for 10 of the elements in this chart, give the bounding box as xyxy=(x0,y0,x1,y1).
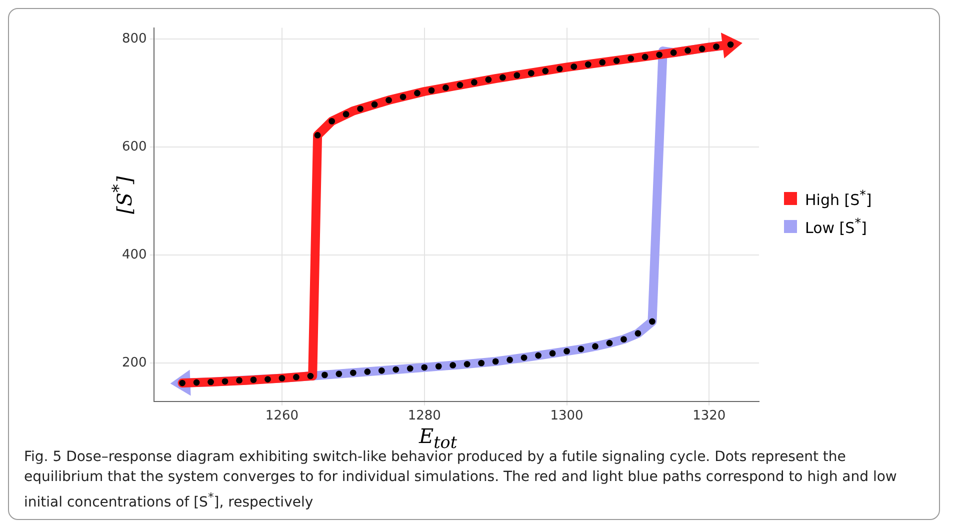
y-tick-label: 600 xyxy=(122,139,147,154)
x-tick-label: 1280 xyxy=(408,408,441,424)
legend-label: High [S$^{*}$] xyxy=(805,187,872,209)
x-tick-label: 1320 xyxy=(692,408,726,424)
x-tick-label: 1260 xyxy=(265,408,299,424)
y-tick-label: 800 xyxy=(122,32,147,47)
y-tick-label: 400 xyxy=(122,247,147,262)
x-tick-label: 1300 xyxy=(550,408,584,424)
legend-label: Low [S$^{*}$] xyxy=(805,215,867,237)
y-tick-label: 200 xyxy=(122,355,147,370)
